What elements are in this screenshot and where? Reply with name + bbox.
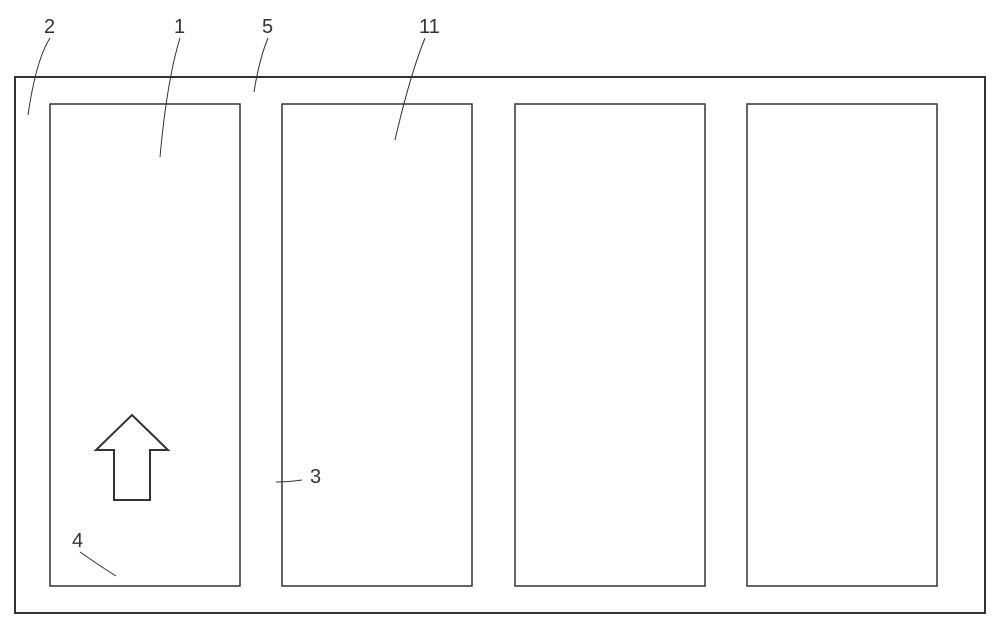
label-1: 1 — [174, 16, 185, 39]
inner-rect-3 — [747, 104, 937, 586]
leader-2 — [254, 38, 268, 92]
diagram-svg — [0, 0, 1000, 628]
inner-rect-0 — [50, 104, 240, 586]
up-arrow-icon — [96, 415, 168, 500]
label-5: 5 — [262, 16, 273, 39]
leader-5 — [80, 552, 116, 576]
label-4: 4 — [72, 530, 83, 553]
outer-frame — [15, 77, 985, 613]
leader-1 — [160, 38, 180, 157]
leader-4 — [276, 480, 302, 482]
leader-3 — [395, 38, 425, 140]
inner-rect-1 — [282, 104, 472, 586]
inner-rect-2 — [515, 104, 705, 586]
diagram-container: 2 1 5 11 3 4 — [0, 0, 1000, 628]
label-11: 11 — [419, 16, 440, 39]
label-2: 2 — [44, 16, 55, 39]
leader-lines — [28, 38, 425, 576]
label-3: 3 — [310, 466, 321, 489]
inner-rects — [50, 104, 937, 586]
